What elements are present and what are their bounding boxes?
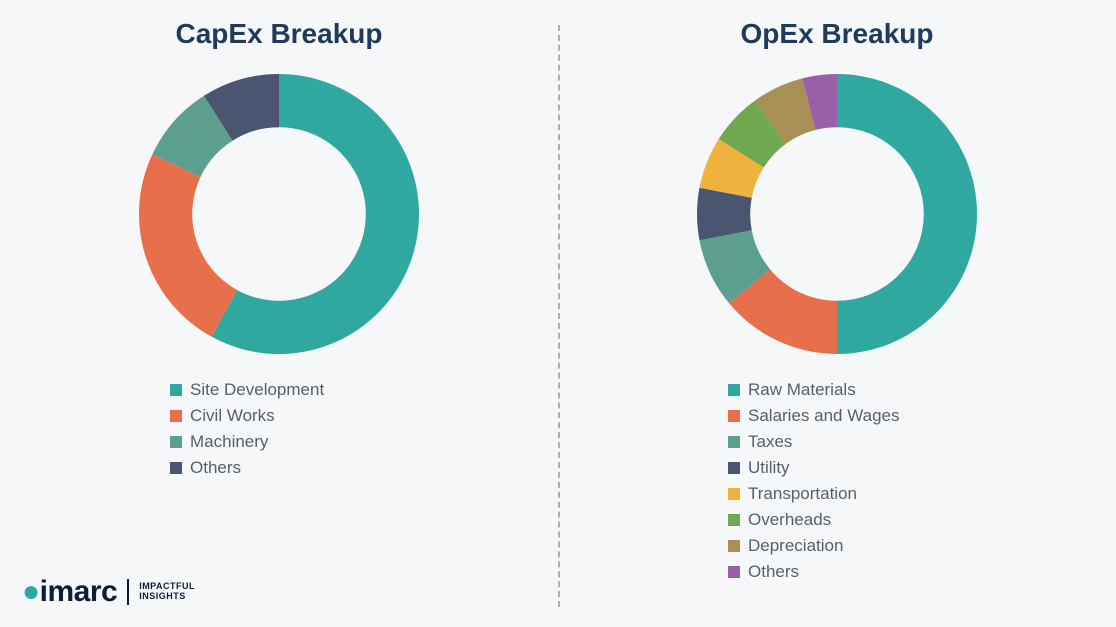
legend-item: Civil Works [170, 406, 324, 426]
logo-wordmark: ●imarc [22, 575, 117, 609]
capex-legend: Site Development Civil Works Machinery Othe… [170, 380, 324, 484]
panel-divider [558, 25, 560, 607]
capex-panel: CapEx Breakup Site Development Civil Work… [0, 0, 558, 627]
logo-dot-icon: ● [22, 575, 40, 608]
legend-swatch [170, 462, 182, 474]
logo-separator [127, 579, 129, 605]
legend-item: Machinery [170, 432, 324, 452]
legend-item: Taxes [728, 432, 900, 452]
legend-label: Others [190, 458, 241, 478]
legend-label: Site Development [190, 380, 324, 400]
legend-item: Site Development [170, 380, 324, 400]
legend-item: Salaries and Wages [728, 406, 900, 426]
opex-title: OpEx Breakup [741, 18, 934, 50]
legend-label: Transportation [748, 484, 857, 504]
legend-label: Salaries and Wages [748, 406, 900, 426]
donut-slice [837, 74, 977, 354]
legend-swatch [170, 436, 182, 448]
legend-swatch [170, 384, 182, 396]
legend-swatch [728, 540, 740, 552]
legend-item: Utility [728, 458, 900, 478]
legend-swatch [728, 436, 740, 448]
capex-donut-svg [129, 64, 429, 364]
charts-container: CapEx Breakup Site Development Civil Work… [0, 0, 1116, 627]
legend-item: Transportation [728, 484, 900, 504]
legend-swatch [728, 566, 740, 578]
legend-swatch [170, 410, 182, 422]
legend-label: Depreciation [748, 536, 843, 556]
legend-item: Others [170, 458, 324, 478]
legend-item: Raw Materials [728, 380, 900, 400]
opex-donut-svg [687, 64, 987, 364]
logo-tagline: IMPACTFUL INSIGHTS [139, 582, 195, 602]
legend-swatch [728, 462, 740, 474]
legend-label: Civil Works [190, 406, 275, 426]
opex-panel: OpEx Breakup Raw Materials Salaries and W… [558, 0, 1116, 627]
legend-label: Machinery [190, 432, 268, 452]
legend-item: Depreciation [728, 536, 900, 556]
capex-title: CapEx Breakup [176, 18, 383, 50]
capex-donut-chart [129, 64, 429, 364]
opex-donut-chart [687, 64, 987, 364]
logo-text: imarc [40, 575, 118, 608]
logo-tagline-line2: INSIGHTS [139, 591, 186, 601]
opex-legend: Raw Materials Salaries and Wages Taxes Util… [728, 380, 900, 588]
legend-swatch [728, 488, 740, 500]
legend-item: Others [728, 562, 900, 582]
legend-swatch [728, 410, 740, 422]
legend-swatch [728, 514, 740, 526]
legend-label: Overheads [748, 510, 831, 530]
legend-label: Taxes [748, 432, 792, 452]
legend-label: Others [748, 562, 799, 582]
legend-item: Overheads [728, 510, 900, 530]
legend-swatch [728, 384, 740, 396]
brand-logo: ●imarc IMPACTFUL INSIGHTS [22, 575, 195, 609]
donut-slice [139, 154, 237, 336]
logo-tagline-line1: IMPACTFUL [139, 581, 195, 591]
legend-label: Raw Materials [748, 380, 856, 400]
legend-label: Utility [748, 458, 790, 478]
